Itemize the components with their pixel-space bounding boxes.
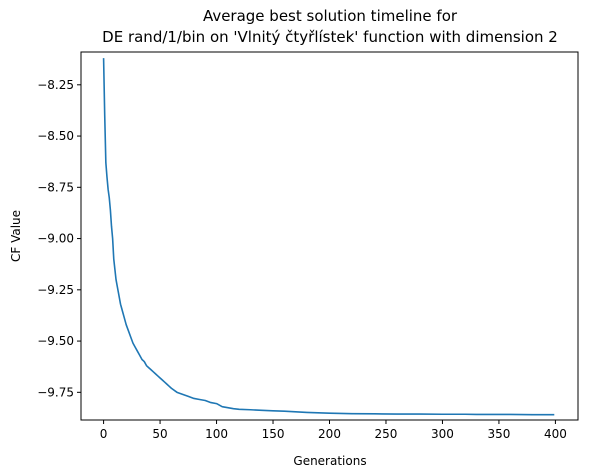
plot-area [80, 51, 579, 421]
y-tick-label: −9.75 [37, 385, 74, 399]
chart-title-line-1: Average best solution timeline for [203, 7, 458, 25]
x-tick-label: 150 [262, 427, 285, 441]
y-tick-label: −8.75 [37, 180, 74, 194]
y-axis: −8.25 −8.50 −8.75 −9.00 −9.25 −9.50 −9.75 [37, 78, 81, 399]
x-tick-label: 400 [544, 427, 567, 441]
x-tick-label: 100 [205, 427, 228, 441]
chart-title-line-2: DE rand/1/bin on 'Vlnitý čtyřlístek' fun… [102, 28, 558, 46]
y-tick-label: −9.25 [37, 283, 74, 297]
x-tick-label: 50 [152, 427, 167, 441]
x-axis: 0 50 100 150 200 250 300 350 400 [100, 420, 567, 441]
series-line [102, 58, 555, 416]
y-tick-label: −8.25 [37, 78, 74, 92]
x-tick-label: 200 [318, 427, 341, 441]
y-tick-label: −8.50 [37, 129, 74, 143]
y-axis-label: CF Value [9, 210, 23, 262]
x-tick-label: 250 [375, 427, 398, 441]
y-tick-label: −9.50 [37, 334, 74, 348]
x-tick-label: 0 [100, 427, 108, 441]
y-tick-label: −9.00 [37, 232, 74, 246]
x-tick-label: 350 [487, 427, 510, 441]
x-tick-label: 300 [431, 427, 454, 441]
x-axis-label: Generations [293, 454, 366, 468]
